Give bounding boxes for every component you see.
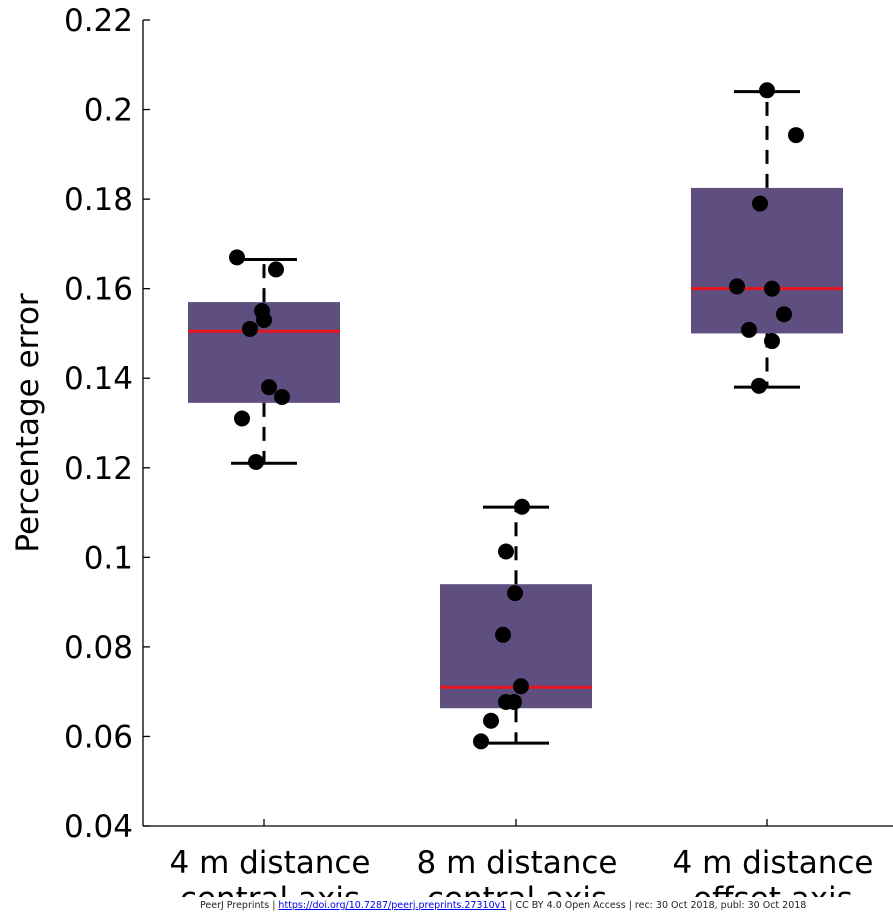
data-point-3-9: [751, 377, 767, 394]
preprint-footer: PeerJ Preprints | https://doi.org/10.728…: [200, 897, 807, 915]
data-point-3-1: [759, 82, 775, 99]
data-point-2-5: [513, 678, 529, 695]
box-group-2: [440, 498, 592, 750]
plot-area: [188, 82, 843, 750]
x-axis-ticks: 4 m distancecentral axis8 m distancecent…: [170, 819, 874, 897]
y-tick-label-6: 0.14: [64, 361, 133, 397]
data-point-3-6: [776, 306, 792, 323]
y-tick-label-2: 0.06: [64, 719, 133, 755]
data-point-2-7: [506, 693, 522, 710]
data-point-3-8: [764, 333, 780, 350]
box-3: [691, 187, 843, 334]
data-point-2-3: [507, 585, 523, 602]
x-tick-label-3-line-1: 4 m distance: [673, 845, 874, 881]
y-axis-label: Percentage error: [10, 293, 46, 553]
data-point-3-7: [741, 321, 757, 338]
y-tick-label-5: 0.12: [64, 451, 133, 487]
footer-prefix: PeerJ Preprints |: [200, 900, 279, 911]
x-tick-label-1-line-1: 4 m distance: [170, 845, 371, 881]
data-point-1-9: [248, 453, 264, 470]
data-point-2-8: [483, 712, 499, 729]
x-tick-label-2-line-1: 8 m distance: [417, 845, 618, 881]
y-tick-label-4: 0.1: [84, 540, 133, 576]
box-group-1: [188, 249, 340, 470]
y-tick-label-9: 0.2: [84, 93, 133, 129]
data-point-3-5: [764, 280, 780, 297]
x-tick-label-2-line-2: central axis: [427, 881, 607, 897]
data-point-1-2: [268, 261, 284, 278]
footer-doi-link[interactable]: https://doi.org/10.7287/peerj.preprints.…: [278, 900, 507, 911]
data-point-2-2: [498, 543, 514, 560]
y-axis-ticks: 0.04 0.06 0.08 0.1 0.12 0.14 0.16 0.18 0.2 0.22: [64, 3, 150, 845]
x-tick-label-3-line-2: offset axis: [693, 881, 853, 897]
x-tick-label-1-line-2: central axis: [180, 881, 360, 897]
data-point-1-1: [229, 249, 245, 266]
y-tick-label-3: 0.08: [64, 630, 133, 666]
footer-suffix: | CC BY 4.0 Open Access | rec: 30 Oct 20…: [506, 900, 807, 911]
data-point-1-5: [242, 320, 258, 337]
data-point-1-6: [261, 379, 277, 396]
y-tick-label-1: 0.04: [64, 809, 133, 845]
data-point-3-3: [752, 195, 768, 212]
box-group-3: [691, 82, 843, 394]
data-point-1-4: [256, 312, 272, 329]
data-point-2-9: [473, 733, 489, 750]
y-tick-label-8: 0.18: [64, 182, 133, 218]
data-point-3-4: [729, 278, 745, 295]
y-tick-label-10: 0.22: [64, 3, 133, 39]
data-point-1-8: [234, 410, 250, 427]
data-point-2-1: [514, 498, 530, 515]
data-point-3-2: [788, 127, 804, 144]
data-point-2-4: [495, 626, 511, 643]
y-tick-label-7: 0.16: [64, 272, 133, 308]
data-point-1-7: [274, 389, 290, 406]
